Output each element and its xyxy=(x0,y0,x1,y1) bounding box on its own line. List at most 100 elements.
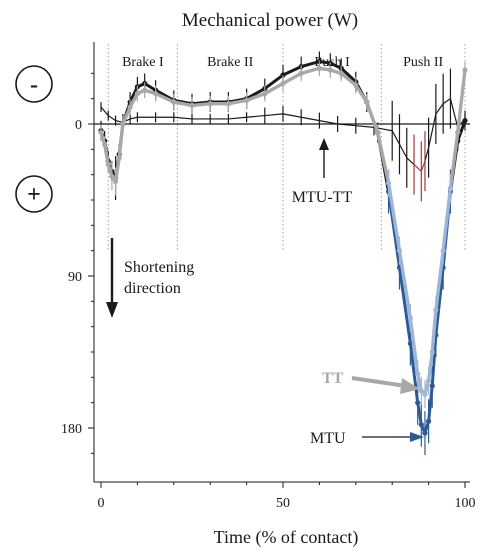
y-tick-label-180: 180 xyxy=(61,422,82,437)
series-segment xyxy=(244,91,267,103)
shortening-label-line: direction xyxy=(124,280,181,297)
mtu-tt-label: MTU-TT xyxy=(292,189,353,206)
chart-title: Mechanical power (W) xyxy=(182,10,358,31)
positive-sign-text: + xyxy=(27,182,41,208)
series-segment xyxy=(281,65,303,77)
shortening-label: Shortening direction xyxy=(124,259,194,297)
data-point xyxy=(418,422,424,428)
series-segment xyxy=(282,113,302,118)
series-segment xyxy=(264,113,284,117)
series-segment xyxy=(408,316,420,376)
series-segment xyxy=(339,71,358,87)
data-point xyxy=(462,118,468,124)
series-segment xyxy=(442,98,452,105)
tt-arrow xyxy=(351,376,407,388)
series-segment xyxy=(375,130,391,185)
tt-annotation: TT xyxy=(322,370,420,394)
series-segment xyxy=(300,116,320,122)
data-point xyxy=(316,65,322,71)
series-tt xyxy=(98,60,468,409)
series-segment xyxy=(339,66,358,84)
series-segment xyxy=(416,401,423,427)
data-point xyxy=(407,340,413,347)
data-point xyxy=(244,97,250,103)
data-point xyxy=(134,91,140,97)
series-segment xyxy=(427,384,434,423)
data-point xyxy=(171,99,177,105)
series-segment xyxy=(430,308,438,354)
series-segment xyxy=(227,116,248,120)
data-point xyxy=(429,349,435,355)
data-point xyxy=(98,129,104,136)
x-axis-label: Time (% of contact) xyxy=(214,527,359,548)
x-tick-label-100: 100 xyxy=(455,496,476,511)
data-point xyxy=(189,102,195,109)
data-point xyxy=(415,371,421,377)
x-tick-label-0: 0 xyxy=(98,496,105,511)
series-segment xyxy=(154,88,176,102)
data-point xyxy=(426,418,432,424)
data-point xyxy=(120,121,126,127)
x-ticks: 0 50 100 xyxy=(98,482,476,511)
data-point xyxy=(142,87,148,93)
mtu-tt-annotation: MTU-TT xyxy=(292,138,353,206)
series-segment xyxy=(434,266,445,337)
data-point xyxy=(353,82,359,88)
series-segment xyxy=(435,103,444,115)
positive-sign-marker: + xyxy=(15,175,53,213)
series-segment xyxy=(190,102,212,108)
data-point xyxy=(298,70,304,76)
series-segment xyxy=(365,100,380,135)
data-point xyxy=(116,155,122,161)
series-segment xyxy=(128,85,139,104)
data-point xyxy=(364,99,370,105)
data-point xyxy=(262,91,268,97)
series-segment xyxy=(107,114,117,122)
data-point xyxy=(153,91,159,97)
series-segment xyxy=(408,342,420,405)
series-segment xyxy=(398,143,408,159)
series-segment xyxy=(299,60,321,69)
series xyxy=(98,51,468,456)
phase-label-brake-ii: Brake II xyxy=(207,55,254,70)
series-segment xyxy=(226,98,249,106)
mtu-annotation: MTU xyxy=(310,430,424,447)
data-point xyxy=(109,173,115,179)
series-segment xyxy=(263,73,285,91)
data-point xyxy=(429,383,435,389)
data-point xyxy=(455,129,461,136)
series-segment xyxy=(386,181,402,253)
series-segment xyxy=(113,156,121,184)
series-segment xyxy=(263,81,285,96)
series-segment xyxy=(354,83,369,104)
series-segment xyxy=(129,116,138,120)
mtu-label: MTU xyxy=(310,430,346,447)
phase-label-brake-i: Brake I xyxy=(122,55,164,70)
series-segment xyxy=(102,142,110,167)
axes xyxy=(93,42,470,483)
series-segment xyxy=(100,106,109,117)
data-point xyxy=(338,70,344,76)
data-point xyxy=(280,72,286,78)
data-point xyxy=(422,391,428,397)
series-segment xyxy=(441,186,453,253)
data-point xyxy=(462,67,468,73)
series-segment xyxy=(406,157,415,166)
series-segment xyxy=(299,66,322,76)
series-segment xyxy=(172,100,194,108)
mtu-arrowhead xyxy=(410,432,424,442)
data-point xyxy=(127,104,133,110)
series-segment xyxy=(391,130,401,145)
x-tick-label-50: 50 xyxy=(276,496,290,511)
series-segment xyxy=(281,71,303,86)
series-segment xyxy=(246,114,266,118)
phase-label-push-ii: Push II xyxy=(403,55,443,70)
series-segment xyxy=(456,119,467,143)
data-point xyxy=(225,101,231,107)
phase-boundaries xyxy=(107,44,466,252)
data-point xyxy=(440,248,446,254)
data-point xyxy=(447,185,454,191)
data-point xyxy=(280,80,286,87)
series-segment xyxy=(434,248,445,312)
series-segment xyxy=(448,130,460,190)
